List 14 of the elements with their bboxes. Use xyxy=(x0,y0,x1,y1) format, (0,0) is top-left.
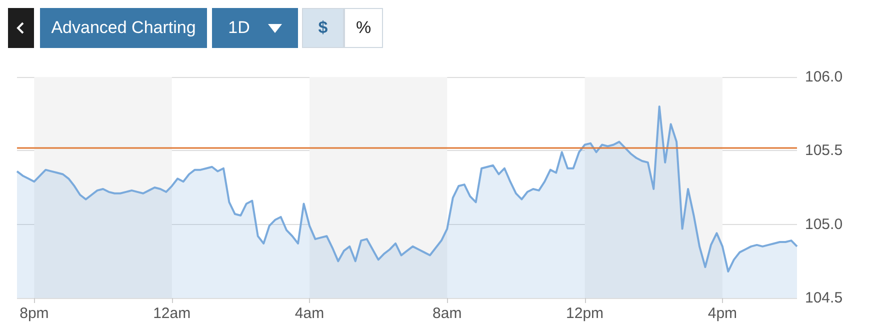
x-tick-label: 8am xyxy=(432,305,462,322)
x-tick-label: 12pm xyxy=(566,305,604,322)
x-tick-label: 8pm xyxy=(20,305,49,322)
text: $ xyxy=(318,18,328,38)
x-tick-label: 12am xyxy=(153,305,191,322)
text: 1D xyxy=(228,18,250,38)
y-tick-label: 105.0 xyxy=(805,216,843,233)
x-tick-label: 4am xyxy=(294,305,324,322)
x-tick-label: 4pm xyxy=(708,305,738,322)
y-tick-label: 104.5 xyxy=(805,290,843,306)
y-tick-label: 106.0 xyxy=(805,68,843,86)
text: Advanced Charting xyxy=(51,18,196,38)
text: % xyxy=(356,18,372,38)
y-tick-label: 105.5 xyxy=(805,142,843,160)
